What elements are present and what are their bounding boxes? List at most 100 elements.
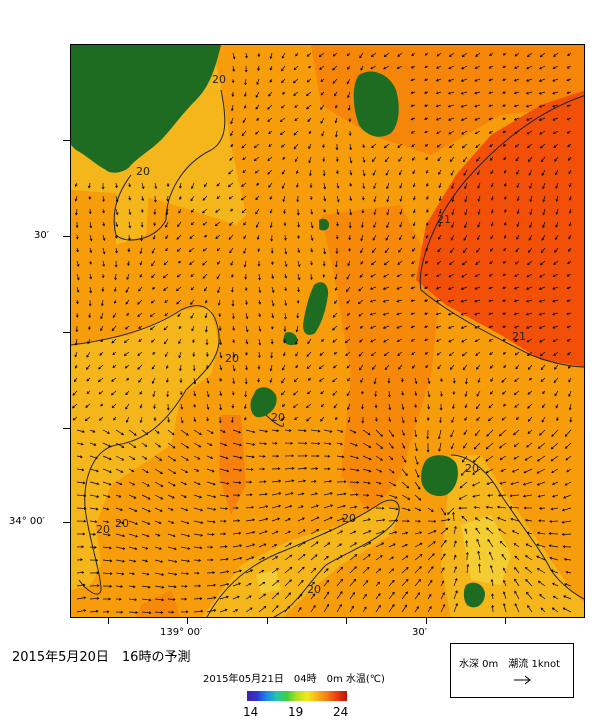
current-arrow xyxy=(219,571,229,574)
current-arrow xyxy=(358,312,364,317)
current-arrow-head xyxy=(83,596,87,600)
current-arrow-head xyxy=(265,517,269,521)
current-arrow-head xyxy=(349,172,353,176)
current-arrow xyxy=(111,390,117,396)
izu-oshima-island xyxy=(353,71,399,137)
current-arrow xyxy=(345,338,351,343)
current-arrow-head xyxy=(152,394,156,398)
current-arrow-head xyxy=(356,468,360,472)
current-arrow-head xyxy=(430,566,434,569)
current-arrow xyxy=(323,247,326,254)
current-arrow xyxy=(115,429,124,435)
current-arrow-head xyxy=(137,367,140,370)
current-arrow-head xyxy=(178,185,182,189)
current-arrow-head xyxy=(206,407,210,410)
current-arrow-head xyxy=(239,544,243,548)
current-arrow-head xyxy=(449,145,452,149)
current-arrow-head xyxy=(128,197,132,201)
current-arrow xyxy=(541,234,546,241)
current-arrow-head xyxy=(425,170,429,174)
current-arrow xyxy=(375,481,382,485)
current-arrow-head xyxy=(305,405,309,409)
current-arrow-head xyxy=(450,446,454,450)
current-arrow xyxy=(115,572,124,575)
current-arrow-head xyxy=(365,580,369,583)
current-arrow-head xyxy=(269,79,273,83)
current-arrow xyxy=(180,442,189,449)
current-arrow xyxy=(499,481,507,485)
current-arrow xyxy=(447,507,455,515)
current-arrow-head xyxy=(550,446,554,450)
current-arrow xyxy=(398,156,403,162)
current-arrow-head xyxy=(243,406,247,410)
current-arrow-head xyxy=(448,274,452,278)
current-arrow xyxy=(440,567,445,574)
current-arrow xyxy=(492,605,494,613)
current-arrow-head xyxy=(74,184,78,187)
current-arrow xyxy=(193,442,201,448)
current-arrow xyxy=(349,494,358,496)
current-arrow xyxy=(346,390,351,396)
current-arrow-head xyxy=(230,420,234,424)
current-arrow xyxy=(219,390,222,396)
current-arrow-head xyxy=(346,407,350,411)
current-arrow xyxy=(540,364,546,370)
current-arrow-head xyxy=(200,533,204,537)
current-arrow-head xyxy=(319,67,322,70)
current-arrow xyxy=(336,156,338,162)
current-arrow-head xyxy=(255,197,258,201)
current-arrow-head xyxy=(335,159,339,162)
current-arrow-head xyxy=(184,597,188,601)
current-arrow xyxy=(166,208,169,215)
current-arrow-head xyxy=(173,585,177,589)
current-arrow-head xyxy=(539,131,542,135)
current-arrow xyxy=(271,518,280,522)
current-arrow-head xyxy=(476,237,480,241)
current-arrow-head xyxy=(504,222,507,226)
current-arrow-head xyxy=(373,199,377,203)
current-arrow xyxy=(540,377,546,382)
current-arrow-head xyxy=(232,340,235,344)
current-arrow-head xyxy=(243,250,246,254)
current-arrow-head xyxy=(387,380,391,384)
current-arrow xyxy=(552,91,559,94)
current-arrow xyxy=(411,273,416,277)
current-arrow xyxy=(565,481,572,486)
current-arrow-head xyxy=(314,554,318,558)
current-arrow-head xyxy=(202,210,205,214)
current-arrow xyxy=(310,234,313,241)
current-arrow-head xyxy=(368,542,372,545)
current-arrow xyxy=(386,208,390,215)
isotherm-20-west xyxy=(71,305,220,595)
current-arrow xyxy=(167,572,177,575)
current-arrow-head xyxy=(371,159,375,163)
current-arrow xyxy=(388,568,394,574)
current-arrow-head xyxy=(390,457,394,461)
current-arrow-head xyxy=(102,199,105,203)
current-arrow-head xyxy=(115,212,119,216)
current-arrow xyxy=(218,299,221,306)
current-arrow-head xyxy=(358,288,362,292)
current-arrow xyxy=(332,338,338,343)
current-arrow xyxy=(154,481,164,487)
current-arrow-head xyxy=(120,470,124,473)
current-arrow xyxy=(245,506,254,509)
current-arrow xyxy=(153,234,156,240)
current-arrow xyxy=(475,52,481,57)
current-arrow-head xyxy=(118,494,122,498)
current-arrow-head xyxy=(475,353,479,356)
current-arrow-head xyxy=(448,339,452,343)
current-arrow-head xyxy=(502,603,506,606)
current-arrow-head xyxy=(451,199,455,203)
current-arrow xyxy=(358,351,364,357)
current-arrow-head xyxy=(366,566,370,570)
current-arrow xyxy=(271,351,273,358)
current-arrow-head xyxy=(438,198,442,202)
current-arrow-head xyxy=(488,78,492,82)
current-arrow-head xyxy=(361,420,365,424)
current-arrow xyxy=(551,429,559,437)
current-arrow-head xyxy=(386,199,390,203)
current-arrow-head xyxy=(448,54,452,58)
current-arrow xyxy=(245,583,252,587)
current-arrow-head xyxy=(447,79,451,82)
